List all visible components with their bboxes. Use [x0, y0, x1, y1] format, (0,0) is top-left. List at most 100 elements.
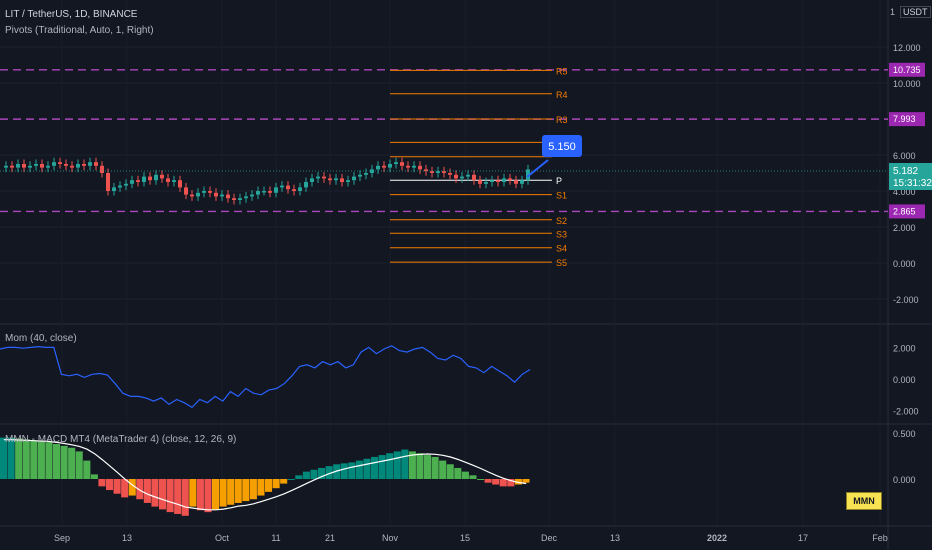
macd-bar	[37, 441, 45, 479]
candle-body	[130, 180, 134, 184]
candle-body	[22, 164, 26, 168]
macd-bar	[106, 479, 114, 491]
candle-body	[40, 164, 44, 168]
macd-bar	[272, 479, 280, 489]
time-axis-tick: 2022	[707, 533, 727, 543]
price-axis-tick: 2.000	[893, 223, 916, 233]
time-axis-tick: 21	[325, 533, 335, 543]
time-axis-tick: Oct	[215, 533, 230, 543]
candle-body	[214, 192, 218, 197]
mom-series-line	[0, 345, 531, 409]
candle-body	[268, 191, 272, 193]
candle-body	[394, 162, 398, 164]
candle-body	[490, 180, 494, 182]
time-axis-tick: 13	[610, 533, 620, 543]
candle-body	[202, 191, 206, 193]
price-tag-countdown: 15:31:32	[893, 178, 932, 189]
candle-body	[94, 162, 98, 166]
candle-body	[52, 162, 56, 166]
macd-bar	[363, 458, 371, 479]
candle-body	[70, 165, 74, 168]
candle-body	[520, 180, 524, 184]
candle-body	[172, 180, 176, 182]
mom-axis-tick: 2.000	[893, 343, 916, 353]
dashed-level-tag	[889, 112, 925, 127]
symbol-title[interactable]: LIT / TetherUS, 1D, BINANCE	[5, 9, 138, 20]
mom-legend[interactable]: Mom (40, close)	[5, 333, 77, 344]
macd-bar	[416, 453, 424, 479]
macd-bar	[189, 479, 197, 507]
candle-body	[466, 174, 470, 177]
candle-body	[340, 178, 344, 182]
macd-bar	[378, 455, 386, 479]
pivot-label: R3	[556, 115, 568, 125]
momentum-line	[0, 345, 531, 409]
candle-body	[526, 169, 530, 181]
time-axis-tick: Dec	[541, 533, 558, 543]
price-tag-value: 5.182	[893, 166, 918, 177]
macd-bar	[408, 451, 416, 479]
candle-body	[442, 171, 446, 173]
candle-body	[334, 178, 338, 181]
mom-axis-tick: 0.000	[893, 375, 916, 385]
macd-bar	[348, 462, 356, 479]
macd-bar	[83, 460, 91, 479]
macd-legend[interactable]: MMN - MACD MT4 (MetaTrader 4) (close, 12…	[5, 434, 237, 445]
macd-bar	[15, 438, 23, 479]
callout-box[interactable]	[542, 135, 582, 157]
candle-body	[412, 165, 416, 168]
price-axis-tick: -2.000	[893, 295, 919, 305]
candle-body	[226, 194, 230, 199]
candle-body	[256, 191, 260, 195]
macd-bar	[461, 471, 469, 479]
candle-body	[4, 165, 8, 168]
candle-body	[310, 178, 314, 182]
candle-body	[232, 198, 236, 200]
pivot-label: P	[556, 176, 562, 186]
pivots-legend[interactable]: Pivots (Traditional, Auto, 1, Right)	[5, 25, 154, 36]
macd-bar	[128, 479, 136, 496]
candle-body	[418, 165, 422, 170]
macd-bar	[371, 456, 379, 479]
candle-body	[496, 180, 500, 182]
macd-bar	[310, 469, 318, 479]
pivot-label: S5	[556, 258, 567, 268]
price-axis-tick: 0.000	[893, 259, 916, 269]
time-axis-tick: 17	[798, 533, 808, 543]
axes: 12.000 10.000 6.000 4.000 2.000 0.000 -2.000 2.…	[54, 43, 921, 543]
macd-bar	[90, 474, 98, 479]
currency-button[interactable]: USDT	[900, 6, 931, 18]
macd-bar	[234, 479, 242, 503]
macd-badge: MMN	[846, 492, 882, 510]
macd-bar	[0, 437, 8, 479]
macd-bar	[393, 451, 401, 479]
macd-bar	[446, 464, 454, 479]
candle-body	[100, 165, 104, 173]
candles	[4, 157, 530, 205]
macd-bar	[257, 479, 265, 496]
pivot-label: R4	[556, 90, 568, 100]
candle-body	[448, 173, 452, 175]
candle-body	[364, 173, 368, 175]
macd-axis-tick: 0.000	[893, 475, 916, 485]
candle-body	[274, 187, 278, 193]
macd-bar	[439, 460, 447, 479]
time-axis-tick: 13	[122, 533, 132, 543]
candle-body	[292, 189, 296, 191]
macd-bar	[302, 471, 310, 479]
pivot-label: S4	[556, 244, 567, 254]
candle-body	[472, 174, 476, 181]
candle-body	[238, 198, 242, 200]
macd-bar	[507, 479, 515, 487]
candle-body	[112, 187, 116, 191]
candle-body	[148, 176, 152, 181]
candle-body	[106, 173, 110, 191]
candle-body	[118, 185, 122, 188]
price-axis-tick: 12.000	[893, 43, 921, 53]
macd-bar	[431, 456, 439, 479]
macd-bar	[280, 479, 288, 484]
macd-bar	[196, 479, 204, 511]
